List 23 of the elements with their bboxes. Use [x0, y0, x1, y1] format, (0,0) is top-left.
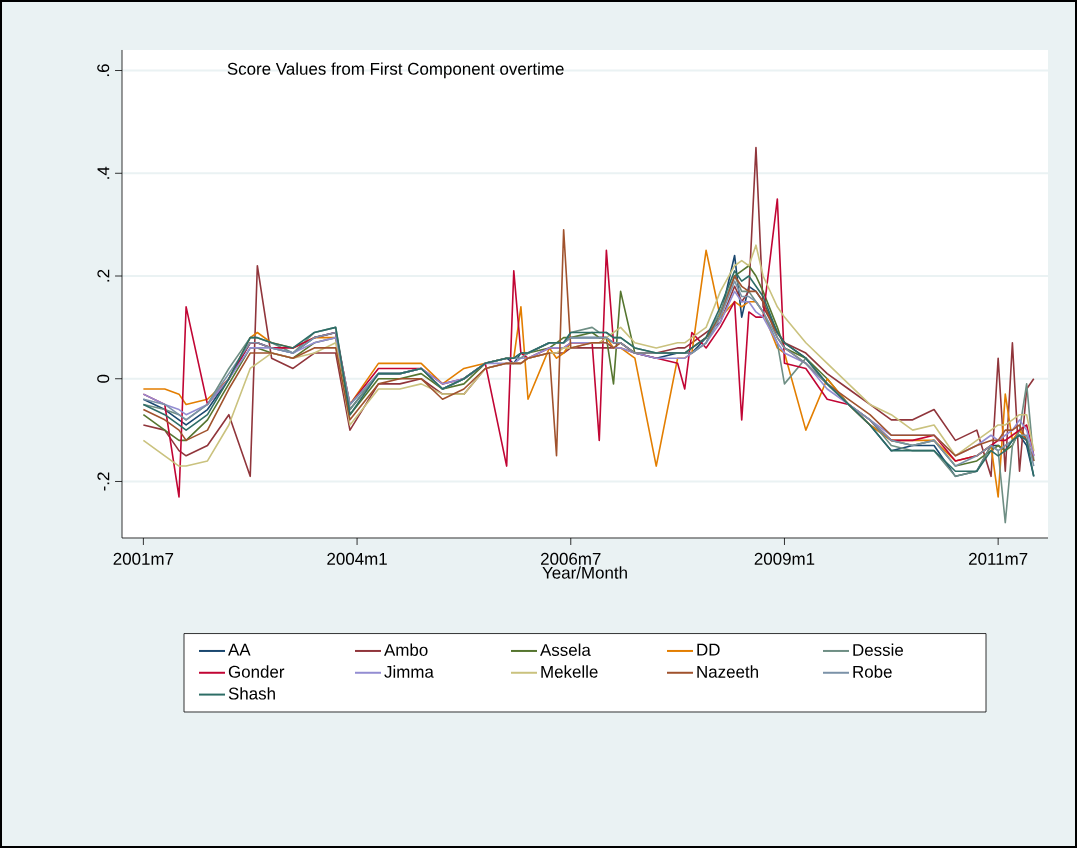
legend-label: Ambo — [384, 643, 428, 656]
x-axis-title: Year/Month — [542, 566, 627, 579]
text: Score Values from First Component overtime — [227, 62, 564, 79]
legend-label: AA — [228, 643, 251, 656]
legend-label: Assela — [540, 643, 591, 656]
y-tick-label: 0 — [97, 374, 110, 383]
x-tick-label: 2004m1 — [327, 552, 387, 565]
legend-label: Mekelle — [541, 665, 598, 678]
y-tick-label: -.2 — [97, 472, 110, 491]
x-tick-label: 2009m1 — [754, 552, 815, 565]
y-tick-label: .2 — [97, 269, 110, 282]
legend-label: Gonder — [228, 665, 285, 678]
x-tick-label: 2001m7 — [113, 552, 174, 565]
y-tick-label: .6 — [97, 64, 110, 77]
legend-label: Jimma — [384, 665, 434, 678]
legend-label: Robe — [853, 665, 892, 678]
x-tick-label: 2006m7 — [541, 552, 601, 565]
legend-label: Nazeeth — [697, 665, 758, 678]
legend-label: Shash — [228, 687, 275, 700]
y-tick-label: .4 — [97, 166, 110, 179]
legend-label: DD — [697, 643, 720, 656]
x-tick-label: 2011m7 — [969, 552, 1028, 565]
legend-label: Dessie — [853, 643, 904, 656]
